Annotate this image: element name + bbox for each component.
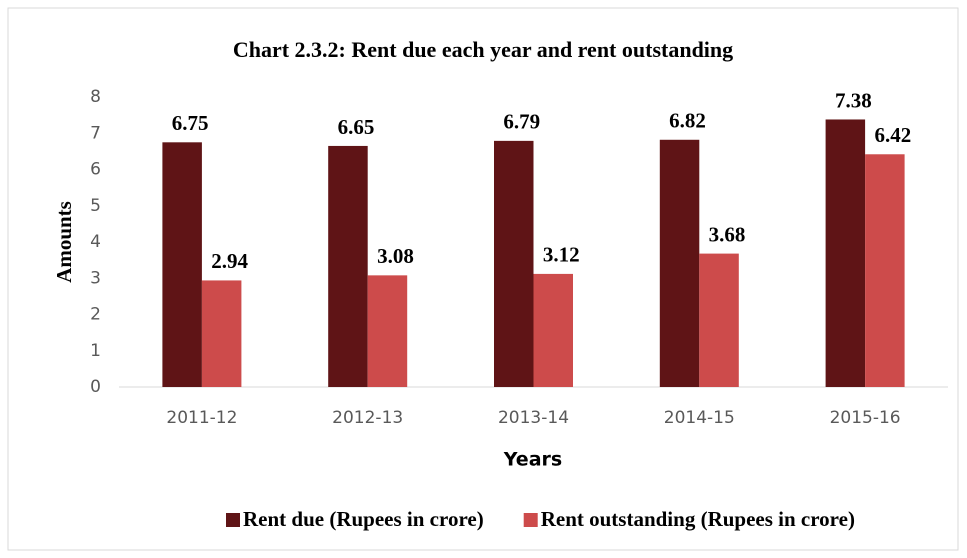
- y-tick-label: 6: [90, 160, 101, 180]
- data-label: 7.38: [835, 88, 872, 112]
- legend-label: Rent due (Rupees in crore): [243, 507, 484, 531]
- data-label: 2.94: [211, 249, 248, 273]
- y-tick-label: 0: [90, 377, 101, 397]
- y-tick-label: 2: [90, 305, 101, 325]
- x-axis-title: Years: [503, 449, 562, 471]
- y-tick-label: 3: [90, 268, 101, 288]
- x-tick-label: 2014-15: [664, 408, 735, 428]
- y-tick-label: 5: [90, 196, 101, 216]
- chart-title: Chart 2.3.2: Rent due each year and rent…: [233, 37, 733, 62]
- x-tick-label: 2015-16: [830, 408, 901, 428]
- x-tick-label: 2011-12: [166, 408, 237, 428]
- bar: [699, 253, 739, 387]
- bar: [367, 275, 408, 387]
- data-label: 3.08: [377, 244, 414, 268]
- y-axis-title: Amounts: [52, 201, 76, 283]
- data-label: 3.12: [543, 243, 580, 267]
- y-tick-label: 7: [90, 123, 101, 143]
- data-label: 6.82: [669, 109, 706, 133]
- bar: [328, 145, 368, 387]
- x-tick-label: 2012-13: [332, 408, 403, 428]
- bar: [201, 280, 242, 387]
- data-label: 6.42: [874, 123, 911, 147]
- bar: [162, 142, 202, 387]
- bar: [865, 154, 905, 387]
- data-label: 6.65: [338, 115, 375, 139]
- data-label: 6.75: [172, 111, 209, 135]
- data-label: 3.68: [709, 222, 746, 246]
- bar: [494, 140, 534, 387]
- y-tick-label: 8: [90, 87, 101, 107]
- legend-swatch: [523, 513, 538, 527]
- chart-frame: [7, 7, 959, 551]
- legend-swatch: [226, 513, 240, 527]
- bar: [659, 139, 700, 387]
- y-tick-label: 1: [90, 341, 101, 361]
- y-tick-label: 4: [90, 232, 101, 252]
- x-tick-label: 2013-14: [498, 408, 569, 428]
- legend-label: Rent outstanding (Rupees in crore): [541, 507, 855, 531]
- bar: [825, 119, 866, 387]
- bar: [533, 273, 573, 387]
- data-label: 6.79: [503, 110, 540, 134]
